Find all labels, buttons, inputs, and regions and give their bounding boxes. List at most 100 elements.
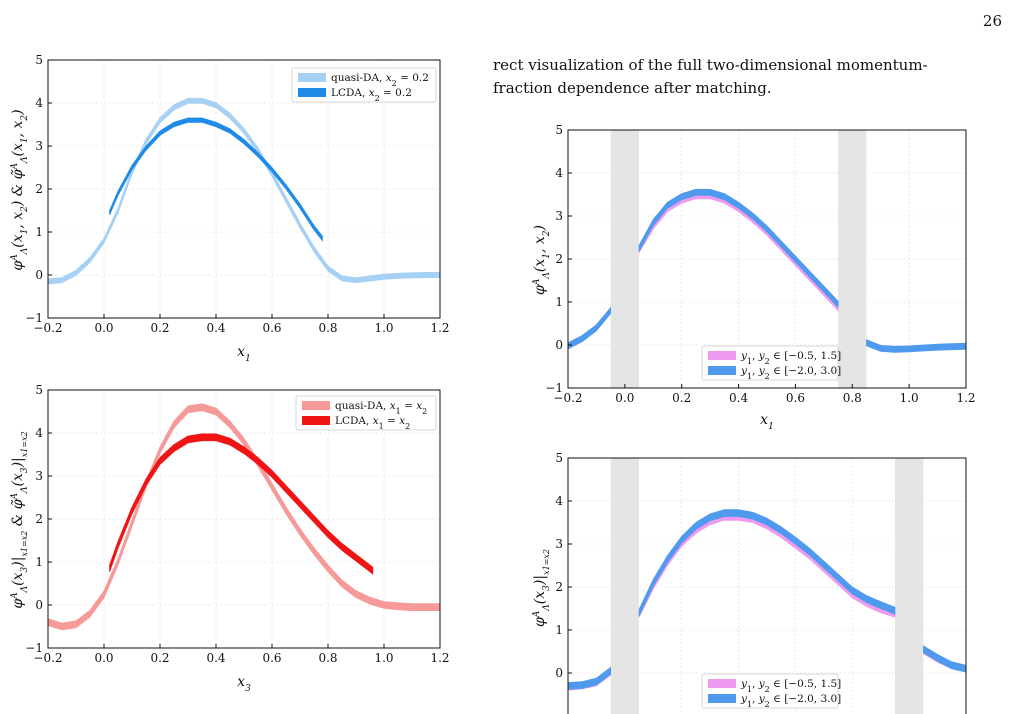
plot-area: 0 1 2 3 4 5 bbox=[555, 451, 967, 714]
legend-entry-2: LCDA, x1 = x2 bbox=[335, 415, 410, 431]
y-tick-label: 1 bbox=[35, 225, 43, 239]
y-tick-label: 3 bbox=[555, 209, 563, 223]
y-tick-label: 1 bbox=[35, 555, 43, 569]
y-tick-label: 3 bbox=[35, 469, 43, 483]
plot-area: −0.2 0.0 0.2 0.4 0.6 0.8 1.0 1.2 −1 0 1 2 3 4 5 bbox=[545, 123, 975, 405]
series-1-band bbox=[48, 97, 440, 285]
figure-panel-bottom-right: 0 1 2 3 4 5 φAΛ(x3)|x1=x2 y1, y2 ∈ [−0.5, 1.5… bbox=[520, 438, 990, 714]
figure-panel-top-right: −0.2 0.0 0.2 0.4 0.6 0.8 1.0 1.2 −1 0 1 2 3 4 5 φAΛ(x1… bbox=[520, 110, 990, 440]
series-2-band bbox=[109, 117, 323, 242]
y-tick-label: 1 bbox=[555, 623, 563, 637]
x-tick-label: 0.0 bbox=[615, 391, 634, 405]
x-tick-label: 1.0 bbox=[900, 391, 919, 405]
y-tick-label: 4 bbox=[555, 166, 563, 180]
body-text: rect visualization of the full two-dimen… bbox=[493, 54, 973, 100]
series-2-band bbox=[109, 433, 374, 575]
figure-panel-bottom-left: −0.2 0.0 0.2 0.4 0.6 0.8 1.0 1.2 −1 0 1 2 3 4 5 φAΛ(x3… bbox=[0, 370, 470, 700]
x-tick-label: −0.2 bbox=[33, 321, 62, 335]
page-number: 26 bbox=[982, 12, 1002, 30]
series-2-band-3 bbox=[866, 339, 966, 353]
chart-top-left: −0.2 0.0 0.2 0.4 0.6 0.8 1.0 1.2 −1 0 1 2 3 4 5 φAΛ(x1… bbox=[10, 53, 450, 364]
x-axis-label: x1 bbox=[760, 412, 774, 432]
x-tick-label: 0.8 bbox=[843, 391, 862, 405]
x-tick-label: 1.2 bbox=[430, 321, 449, 335]
series-group bbox=[568, 130, 966, 388]
x-tick-label: 0.2 bbox=[150, 321, 169, 335]
y-tick-label: 0 bbox=[35, 598, 43, 612]
x-tick-label: 0.0 bbox=[94, 651, 113, 665]
figure-panel-top-left: −0.2 0.0 0.2 0.4 0.6 0.8 1.0 1.2 −1 0 1 2 3 4 5 φAΛ(x1… bbox=[0, 40, 470, 370]
series-1-band bbox=[48, 403, 440, 631]
chart-top-right: −0.2 0.0 0.2 0.4 0.6 0.8 1.0 1.2 −1 0 1 2 3 4 5 φAΛ(x1… bbox=[532, 123, 976, 432]
y-axis-label: φAΛ(x1, x2) & φ̃AΛ(x1, x2) bbox=[10, 109, 30, 270]
x-tick-label: 0.8 bbox=[318, 651, 337, 665]
excluded-band-2 bbox=[838, 130, 867, 388]
x-axis-label: x1 bbox=[237, 344, 251, 364]
x-tick-label: 1.2 bbox=[956, 391, 975, 405]
y-tick-label: 4 bbox=[35, 426, 43, 440]
x-axis-label: x3 bbox=[237, 674, 251, 694]
y-tick-label: 0 bbox=[555, 338, 563, 352]
series-2-band-2 bbox=[638, 509, 896, 617]
legend: y1, y2 ∈ [−0.5, 1.5] y1, y2 ∈ [−2.0, 3.0… bbox=[701, 673, 841, 709]
chart-bottom-right: 0 1 2 3 4 5 φAΛ(x3)|x1=x2 y1, y2 ∈ [−0.5, 1.5… bbox=[532, 451, 967, 714]
legend-entry-2: LCDA, x2 = 0.2 bbox=[331, 87, 412, 103]
x-tick-label: 0.6 bbox=[786, 391, 805, 405]
y-tick-label: 5 bbox=[555, 123, 563, 137]
x-tick-label: 0.6 bbox=[262, 651, 281, 665]
y-axis-label: φAΛ(x3)|x1=x2 & φ̃AΛ(x3)|x1=x2 bbox=[10, 431, 30, 608]
y-tick-label: −1 bbox=[25, 311, 43, 325]
excluded-band-1 bbox=[610, 130, 640, 388]
y-tick-label: 2 bbox=[35, 512, 43, 526]
legend: quasi-DA, x2 = 0.2 LCDA, x2 = 0.2 bbox=[291, 67, 437, 103]
series-2-band-3 bbox=[923, 645, 966, 673]
excluded-band-1 bbox=[610, 458, 640, 714]
body-text-line-2: fraction dependence after matching. bbox=[493, 79, 772, 97]
x-tick-label: 1.2 bbox=[430, 651, 449, 665]
legend: y1, y2 ∈ [−0.5, 1.5] y1, y2 ∈ [−2.0, 3.0… bbox=[701, 345, 841, 381]
series-group bbox=[48, 97, 440, 285]
x-tick-label: 0.4 bbox=[206, 651, 225, 665]
y-tick-label: 2 bbox=[35, 182, 43, 196]
excluded-band-2 bbox=[894, 458, 924, 714]
y-tick-label: −1 bbox=[545, 381, 563, 395]
y-tick-label: 0 bbox=[35, 268, 43, 282]
x-tick-label: 0.0 bbox=[94, 321, 113, 335]
y-tick-label: −1 bbox=[25, 641, 43, 655]
body-text-line-1: rect visualization of the full two-dimen… bbox=[493, 56, 928, 74]
y-tick-label: 2 bbox=[555, 252, 563, 266]
y-tick-label: 5 bbox=[35, 383, 43, 397]
x-tick-label: −0.2 bbox=[33, 651, 62, 665]
series-group bbox=[48, 403, 440, 631]
x-tick-label: 0.4 bbox=[206, 321, 225, 335]
x-tick-label: 0.8 bbox=[318, 321, 337, 335]
y-tick-label: 0 bbox=[555, 666, 563, 680]
y-tick-label: 5 bbox=[35, 53, 43, 67]
x-tick-label: 0.4 bbox=[729, 391, 748, 405]
series-2-band-2 bbox=[638, 188, 839, 309]
series-2-band-1 bbox=[568, 306, 611, 350]
y-tick-label: 1 bbox=[555, 295, 563, 309]
y-tick-label: 5 bbox=[555, 451, 563, 465]
legend: quasi-DA, x1 = x2 LCDA, x1 = x2 bbox=[295, 395, 437, 431]
y-axis-label: φAΛ(x3)|x1=x2 bbox=[532, 549, 552, 627]
series-1-band-2 bbox=[638, 515, 896, 618]
y-axis-label: φAΛ(x1, x2) bbox=[532, 225, 552, 295]
x-tick-label: −0.2 bbox=[553, 391, 582, 405]
y-tick-label: 3 bbox=[35, 139, 43, 153]
legend-entry-1: quasi-DA, x2 = 0.2 bbox=[331, 72, 429, 88]
series-group bbox=[568, 458, 966, 714]
x-tick-label: 1.0 bbox=[374, 651, 393, 665]
plot-area: −0.2 0.0 0.2 0.4 0.6 0.8 1.0 1.2 −1 0 1 2 3 4 5 bbox=[25, 383, 449, 665]
x-tick-label: 0.2 bbox=[150, 651, 169, 665]
y-tick-label: 3 bbox=[555, 537, 563, 551]
x-tick-label: 0.6 bbox=[262, 321, 281, 335]
y-tick-label: 2 bbox=[555, 580, 563, 594]
series-2-band-1 bbox=[568, 666, 611, 690]
x-tick-label: 1.0 bbox=[374, 321, 393, 335]
series-1-band-2 bbox=[638, 194, 839, 312]
plot-area: −0.2 0.0 0.2 0.4 0.6 0.8 1.0 1.2 −1 0 1 2 3 4 5 bbox=[25, 53, 449, 335]
legend-entry-1: quasi-DA, x1 = x2 bbox=[335, 400, 427, 416]
x-tick-label: 0.2 bbox=[672, 391, 691, 405]
chart-bottom-left: −0.2 0.0 0.2 0.4 0.6 0.8 1.0 1.2 −1 0 1 2 3 4 5 φAΛ(x3… bbox=[10, 383, 450, 694]
